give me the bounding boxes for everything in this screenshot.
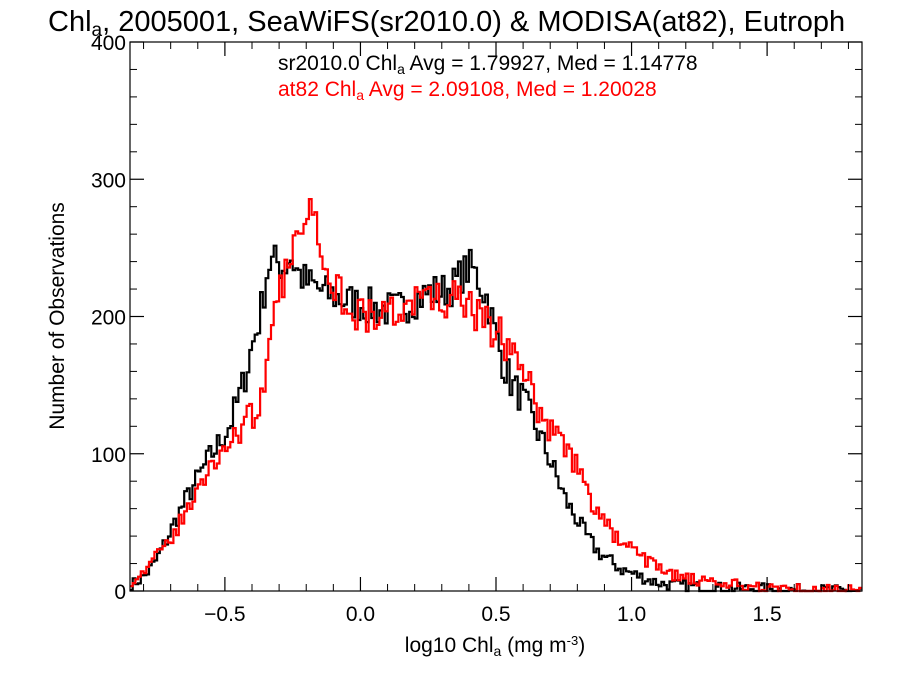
y-axis-label: Number of Observations xyxy=(46,202,69,430)
x-tick-label: 1.5 xyxy=(753,603,782,626)
x-tick-label: −0.5 xyxy=(204,603,245,626)
y-tick-label: 0 xyxy=(114,581,126,604)
chart-title: Chla, 2005001, SeaWiFS(sr2010.0) & MODIS… xyxy=(48,6,845,41)
ticks-layer: −0.5 0.0 0.5 1.0 1.5 0 100 200 300 400 xyxy=(91,32,862,626)
x-axis-label: log10 Chla (mg m-3) xyxy=(405,633,585,659)
y-tick-label: 100 xyxy=(91,444,126,467)
annotation-sr2010-stats: sr2010.0 Chla Avg = 1.79927, Med = 1.147… xyxy=(278,52,698,77)
y-tick-label: 300 xyxy=(91,169,126,192)
annotation-at82-stats: at82 Chla Avg = 2.09108, Med = 1.20028 xyxy=(278,78,657,103)
x-tick-label: 0.5 xyxy=(481,603,510,626)
x-tick-label: 1.0 xyxy=(617,603,646,626)
series-layer xyxy=(130,198,862,593)
annotations: sr2010.0 Chla Avg = 1.79927, Med = 1.147… xyxy=(278,52,698,103)
y-tick-label: 200 xyxy=(91,307,126,330)
x-tick-label: 0.0 xyxy=(346,603,375,626)
y-tick-label: 400 xyxy=(91,32,126,55)
plot-area: −0.5 0.0 0.5 1.0 1.5 0 100 200 300 400 xyxy=(91,32,863,626)
series-line-at82 xyxy=(130,198,862,593)
